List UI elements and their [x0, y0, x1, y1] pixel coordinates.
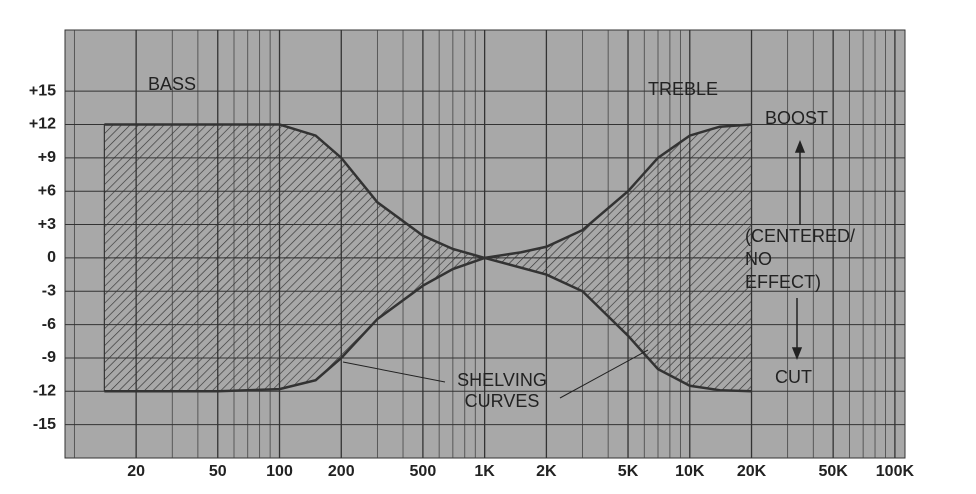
curve [104, 123, 485, 260]
x-tick-label: 5K [618, 463, 639, 480]
y-tick-label: +3 [38, 216, 56, 233]
arrows [342, 139, 806, 399]
curve [484, 123, 752, 260]
y-tick-label: +6 [38, 182, 56, 199]
annotation: SHELVING [457, 370, 547, 390]
shaded-area [104, 124, 485, 258]
shaded-area [484, 124, 752, 258]
annotation: BASS [148, 74, 196, 94]
y-tick-label: +12 [29, 116, 56, 133]
y-tick-label: +15 [29, 82, 56, 99]
x-tick-label: 20 [127, 463, 145, 480]
x-tick-label: 500 [410, 463, 437, 480]
y-tick-label: -15 [33, 416, 56, 433]
annotation: (CENTERED/ [745, 226, 855, 246]
annotation: CURVES [465, 391, 540, 411]
x-tick-label: 2K [536, 463, 557, 480]
shaded-area [104, 257, 485, 392]
y-tick-label: -6 [42, 316, 56, 333]
x-tick-label: 100 [266, 463, 293, 480]
annotation: NO [745, 249, 772, 269]
curve [104, 256, 486, 393]
x-tick-label: 10K [675, 463, 705, 480]
x-tick-label: 100K [876, 463, 915, 480]
y-tick-label: -3 [42, 282, 56, 299]
annotation: EFFECT) [745, 272, 821, 292]
x-tick-label: 200 [328, 463, 355, 480]
x-tick-label: 20K [737, 463, 767, 480]
x-tick-label: 50 [209, 463, 227, 480]
x-tick-label: 50K [818, 463, 848, 480]
annotation: TREBLE [648, 79, 718, 99]
x-tick-label: 1K [474, 463, 495, 480]
y-tick-label: -9 [42, 349, 56, 366]
y-tick-label: -12 [33, 383, 56, 400]
y-tick-label: +9 [38, 149, 56, 166]
y-tick-label: 0 [47, 249, 56, 266]
annotation: BOOST [765, 108, 828, 128]
annotation: CUT [775, 367, 812, 387]
